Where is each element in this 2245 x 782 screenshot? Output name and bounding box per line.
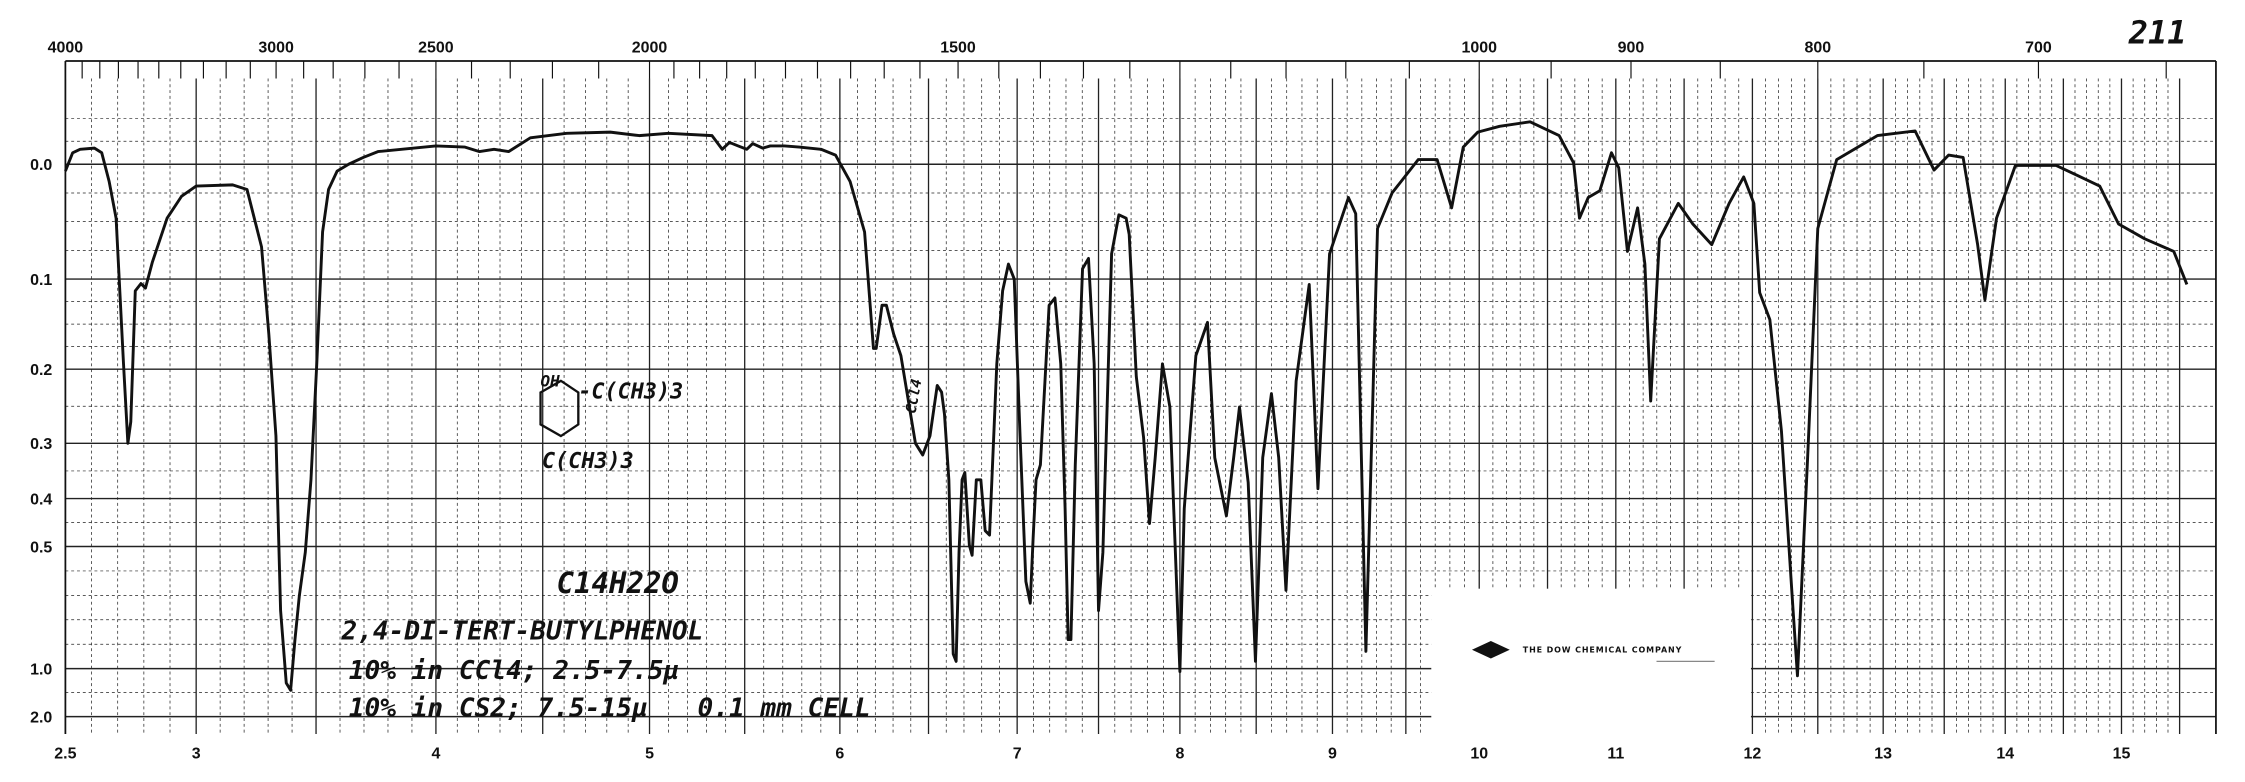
conditions-1: 10% in CCl4; 2.5-7.5µ (349, 656, 679, 686)
y-tick-label: 0.3 (30, 436, 52, 453)
dow-logo: THE DOW CHEMICAL COMPANY (1471, 641, 1715, 662)
conditions-2: 10% in CS2; 7.5-15µ (349, 694, 648, 724)
x-tick-label: 12 (1744, 746, 1762, 763)
top-tick-label: 3000 (258, 39, 294, 56)
top-tick-label: 2500 (418, 39, 454, 56)
compound-name: 2,4-DI-TERT-BUTYLPHENOL (340, 617, 703, 647)
top-tick-label: 2000 (632, 39, 668, 56)
dow-diamond-icon (1471, 641, 1510, 659)
x-tick-label: 5 (645, 746, 654, 763)
structure-sub1: -C(CH3)3 (578, 379, 683, 404)
x-tick-label: 3 (192, 746, 201, 763)
y-tick-label: 2.0 (30, 709, 52, 726)
benzene-ring-icon (539, 379, 580, 438)
structure-oh: OH (541, 372, 561, 391)
x-tick-label: 6 (835, 746, 844, 763)
y-tick-label: 1.0 (30, 661, 52, 678)
y-tick-label: 0.0 (30, 157, 52, 174)
x-tick-label: 14 (1996, 746, 2014, 763)
cell-thickness: 0.1 mm CELL (697, 694, 870, 724)
structure-sub2: C(CH3)3 (542, 449, 634, 474)
top-tick-label: 4000 (48, 39, 84, 56)
x-tick-label: 11 (1607, 746, 1624, 763)
y-tick-label: 0.1 (30, 272, 52, 289)
spectrum-line (64, 120, 2189, 692)
top-tick-label: 700 (2025, 39, 2052, 56)
dow-company-name: THE DOW CHEMICAL COMPANY (1523, 646, 1682, 655)
y-tick-label: 0.4 (30, 491, 52, 508)
grid (64, 60, 2217, 735)
x-tick-label: 4 (431, 746, 440, 763)
formula: C14H22O (557, 566, 679, 600)
x-tick-label: 10 (1470, 746, 1488, 763)
top-tick-label: 1000 (1461, 39, 1497, 56)
top-tick-label: 1500 (940, 39, 976, 56)
y-tick-label: 0.2 (30, 362, 52, 379)
x-tick-label: 8 (1175, 746, 1184, 763)
y-tick-label: 0.5 (30, 539, 52, 556)
axis-ticks: 2.5 3 4 5 6 7 8 9 10 11 12 13 14 15 4000 3000 2500 2000 15… (30, 39, 2167, 763)
structure-drawing: OH -C(CH3)3 C(CH3)3 (539, 372, 683, 474)
x-tick-label: 7 (1013, 746, 1022, 763)
x-tick-label: 9 (1328, 746, 1337, 763)
top-tick-label: 800 (1804, 39, 1831, 56)
x-tick-label: 2.5 (54, 746, 76, 763)
x-tick-label: 13 (1874, 746, 1892, 763)
top-tick-label: 900 (1618, 39, 1645, 56)
solvent-mark: CCl4 (904, 378, 926, 415)
page-number: 211 (2128, 14, 2187, 52)
x-tick-label: 15 (2113, 746, 2131, 763)
